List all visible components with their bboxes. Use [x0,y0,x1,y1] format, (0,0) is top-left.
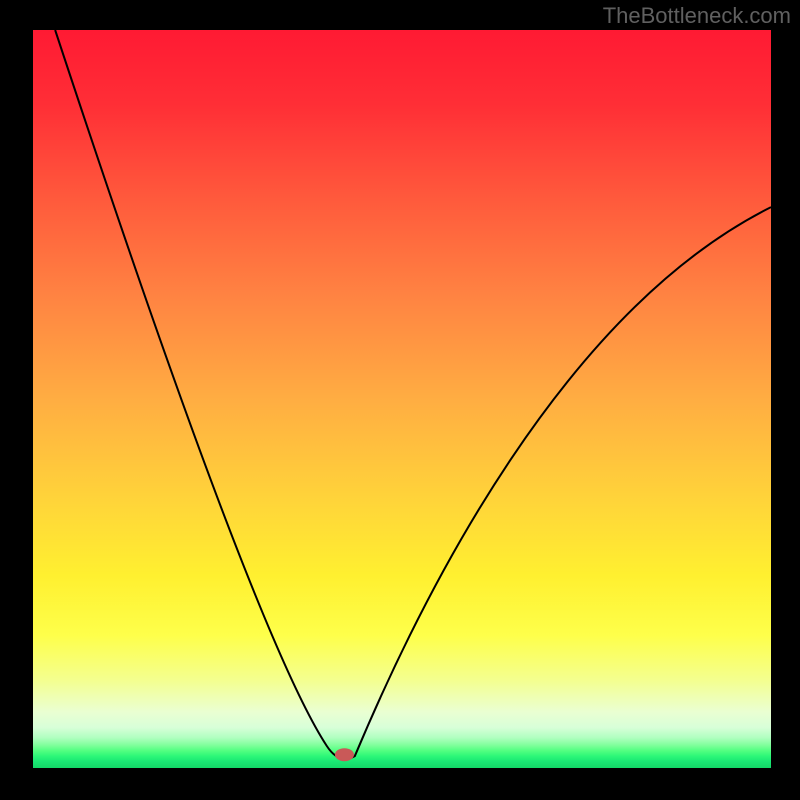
optimal-point-marker [335,749,353,761]
watermark-text: TheBottleneck.com [603,3,791,28]
bottleneck-chart-svg: TheBottleneck.com [0,0,800,800]
chart-container: TheBottleneck.com [0,0,800,800]
plot-area [33,30,771,768]
